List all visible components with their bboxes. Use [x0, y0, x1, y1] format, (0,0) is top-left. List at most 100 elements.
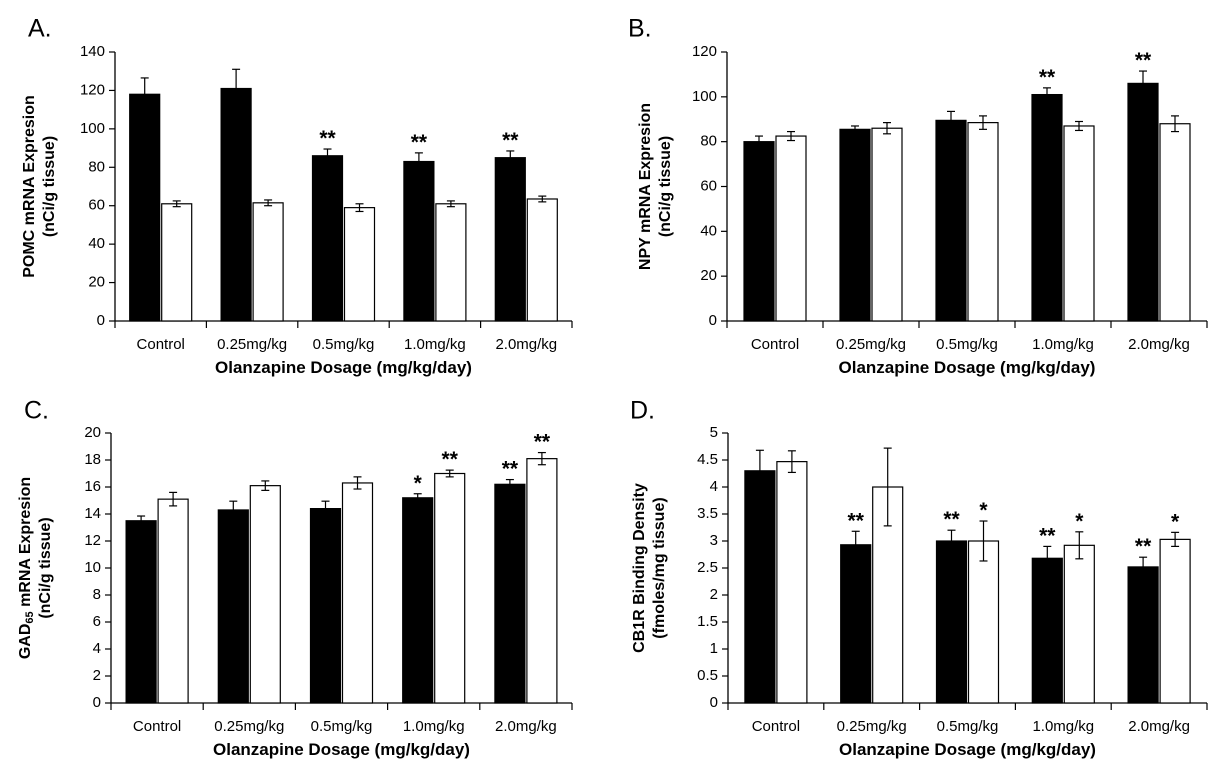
x-tick-label: 0.25mg/kg — [214, 718, 284, 735]
bar-series2-1 — [776, 461, 808, 704]
x-tick-label: 1.0mg/kg — [403, 718, 465, 735]
significance-mark: ** — [502, 129, 519, 152]
bar-series1-2 — [840, 544, 872, 704]
bar-series1-5 — [494, 483, 526, 704]
x-tick-label: 0.25mg/kg — [836, 336, 906, 353]
y-tick-label: 20 — [84, 424, 101, 441]
bar-series2-1 — [775, 135, 807, 322]
y-tick-label: 20 — [88, 274, 105, 291]
significance-mark: ** — [1135, 535, 1152, 558]
y-axis-title-line1: POMC mRNA Expresion — [21, 95, 38, 278]
bar-series1-2 — [839, 128, 871, 322]
y-tick-label: 2.5 — [697, 559, 718, 576]
x-tick-label: 2.0mg/kg — [1128, 718, 1190, 735]
bar-series2-1 — [161, 203, 193, 322]
bar-series1-3 — [935, 540, 968, 704]
bar-series1-3 — [309, 508, 342, 704]
y-axis-title-line1: GAD65 mRNA Expresion — [17, 477, 36, 659]
bar-series1-2 — [220, 87, 252, 322]
y-tick-label: 1.5 — [697, 613, 718, 630]
y-tick-label: 3 — [710, 532, 718, 549]
y-tick-label: 3.5 — [697, 505, 718, 522]
y-tick-label: 18 — [84, 451, 101, 468]
x-tick-label: Control — [133, 718, 181, 735]
x-tick-label: Control — [137, 336, 185, 353]
x-tick-label: 1.0mg/kg — [1032, 336, 1094, 353]
bar-series2-1 — [157, 498, 189, 704]
bar-series1-1 — [125, 520, 157, 704]
significance-mark: ** — [534, 431, 551, 454]
bar-series2-3 — [341, 482, 374, 704]
y-axis-title-line1: NPY mRNA Expresion — [637, 103, 654, 270]
x-tick-label: 0.5mg/kg — [313, 336, 375, 353]
bar-series2-4 — [1063, 544, 1095, 704]
significance-mark: ** — [502, 458, 519, 481]
y-axis-title-rest: mRNA Expresion — [17, 477, 34, 612]
significance-mark: ** — [411, 131, 428, 154]
x-axis-title: Olanzapine Dosage (mg/kg/day) — [839, 740, 1096, 759]
y-tick-label: 4 — [93, 640, 101, 657]
y-tick-label: 140 — [80, 43, 105, 60]
bar-series2-3 — [967, 540, 1000, 704]
x-tick-label: 1.0mg/kg — [404, 336, 466, 353]
significance-mark: * — [1075, 510, 1084, 533]
bar-series1-2 — [217, 509, 249, 704]
y-tick-label: 80 — [700, 133, 717, 150]
x-tick-label: 1.0mg/kg — [1032, 718, 1094, 735]
y-tick-label: 20 — [700, 267, 717, 284]
bar-series1-5 — [494, 157, 526, 322]
y-tick-label: 8 — [93, 586, 101, 603]
x-axis-title: Olanzapine Dosage (mg/kg/day) — [215, 358, 472, 377]
x-tick-label: Control — [752, 718, 800, 735]
y-axis-title-line1: CB1R Binding Density — [631, 483, 648, 653]
y-tick-label: 100 — [692, 88, 717, 105]
y-tick-label: 4.5 — [697, 451, 718, 468]
y-tick-label: 16 — [84, 478, 101, 495]
y-tick-label: 120 — [692, 43, 717, 60]
bar-series1-4 — [403, 160, 435, 322]
y-tick-label: 1 — [710, 640, 718, 657]
bar-series2-2 — [871, 127, 903, 322]
y-tick-label: 0 — [710, 694, 718, 711]
y-tick-label: 0 — [93, 694, 101, 711]
significance-mark: ** — [1039, 524, 1056, 547]
y-axis-title-line2: (nCi/g tissue) — [657, 136, 674, 237]
x-tick-label: 0.25mg/kg — [837, 718, 907, 735]
significance-mark: * — [414, 472, 423, 495]
y-axis-title-line2: (nCi/g tissue) — [37, 517, 54, 618]
x-tick-label: 0.25mg/kg — [217, 336, 287, 353]
x-tick-label: 2.0mg/kg — [495, 718, 557, 735]
bar-series1-4 — [1031, 93, 1063, 322]
y-tick-label: 2 — [93, 667, 101, 684]
panel-letter: D. — [630, 397, 655, 425]
y-tick-label: 6 — [93, 613, 101, 630]
y-tick-label: 40 — [88, 235, 105, 252]
significance-mark: ** — [319, 127, 336, 150]
chart-panel-2: B. 0 20 40 60 80 100 120 Control 0.25mg/kg 0.5mg/k… — [628, 15, 1208, 377]
x-tick-label: 2.0mg/kg — [1128, 336, 1190, 353]
x-tick-label: 0.5mg/kg — [311, 718, 373, 735]
panel-letter: A. — [28, 15, 52, 43]
significance-mark: * — [979, 499, 988, 522]
y-axis-title-line2: (fmoles/mg tissue) — [651, 497, 668, 638]
bar-series1-5 — [1127, 566, 1159, 704]
bar-series2-4 — [1063, 125, 1095, 322]
y-tick-label: 2 — [710, 586, 718, 603]
x-tick-label: 0.5mg/kg — [936, 336, 998, 353]
y-tick-label: 40 — [700, 222, 717, 239]
y-tick-label: 5 — [710, 424, 718, 441]
bar-series2-2 — [249, 485, 281, 704]
x-axis-title: Olanzapine Dosage (mg/kg/day) — [839, 358, 1096, 377]
bar-series2-4 — [435, 203, 467, 322]
panel-letter: B. — [628, 15, 652, 43]
bar-series2-5 — [1159, 123, 1191, 322]
y-tick-label: 0 — [97, 312, 105, 329]
y-tick-label: 100 — [80, 120, 105, 137]
bar-series2-5 — [1159, 538, 1191, 704]
bar-series1-1 — [744, 470, 776, 704]
y-tick-label: 4 — [710, 478, 718, 495]
significance-mark: ** — [943, 508, 960, 531]
x-axis-title: Olanzapine Dosage (mg/kg/day) — [213, 740, 470, 759]
bar-series2-3 — [343, 207, 376, 322]
y-tick-label: 80 — [88, 158, 105, 175]
